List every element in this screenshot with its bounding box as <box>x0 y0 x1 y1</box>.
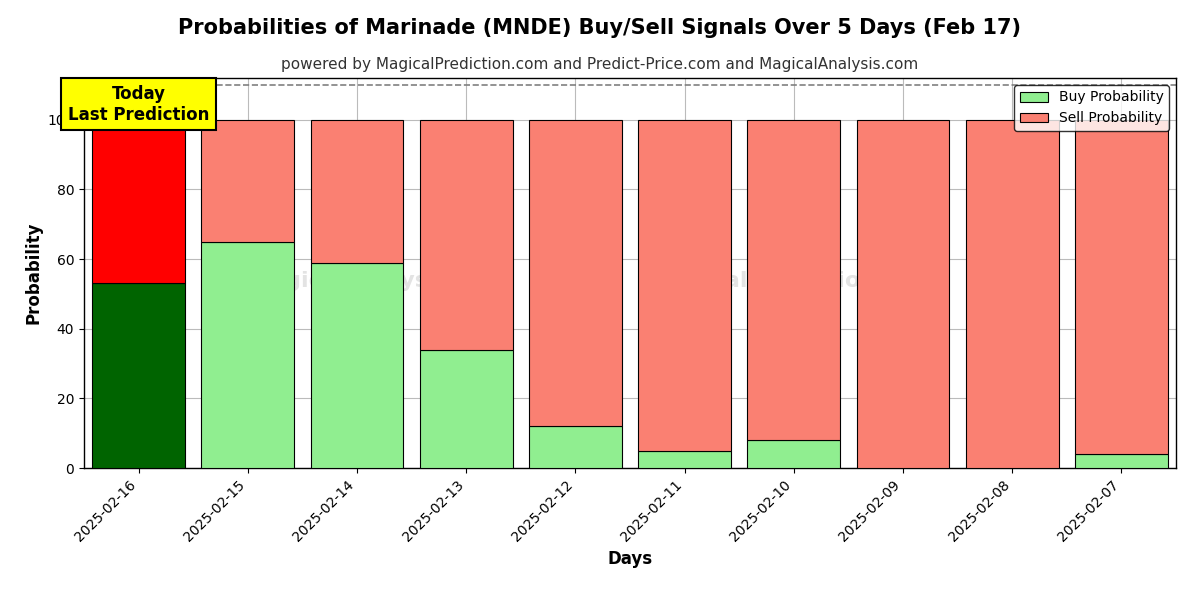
Bar <box>92 95 185 283</box>
Text: MagicalAnalysis.com: MagicalAnalysis.com <box>248 271 510 291</box>
Bar <box>638 451 731 468</box>
X-axis label: Days: Days <box>607 550 653 568</box>
Bar <box>748 440 840 468</box>
Bar <box>420 120 512 350</box>
Y-axis label: Probability: Probability <box>24 222 42 324</box>
Bar <box>311 263 403 468</box>
Bar <box>857 120 949 468</box>
Bar <box>529 426 622 468</box>
Bar <box>92 283 185 468</box>
Bar <box>420 350 512 468</box>
Text: powered by MagicalPrediction.com and Predict-Price.com and MagicalAnalysis.com: powered by MagicalPrediction.com and Pre… <box>281 57 919 72</box>
Bar <box>748 120 840 440</box>
Text: Today
Last Prediction: Today Last Prediction <box>68 85 209 124</box>
Bar <box>1075 454 1168 468</box>
Bar <box>202 120 294 242</box>
Bar <box>529 120 622 426</box>
Text: Probabilities of Marinade (MNDE) Buy/Sell Signals Over 5 Days (Feb 17): Probabilities of Marinade (MNDE) Buy/Sel… <box>179 18 1021 38</box>
Bar <box>311 120 403 263</box>
Bar <box>202 242 294 468</box>
Bar <box>638 120 731 451</box>
Bar <box>966 120 1058 468</box>
Text: MagicalPrediction.com: MagicalPrediction.com <box>652 271 936 291</box>
Bar <box>1075 120 1168 454</box>
Legend: Buy Probability, Sell Probability: Buy Probability, Sell Probability <box>1014 85 1169 131</box>
